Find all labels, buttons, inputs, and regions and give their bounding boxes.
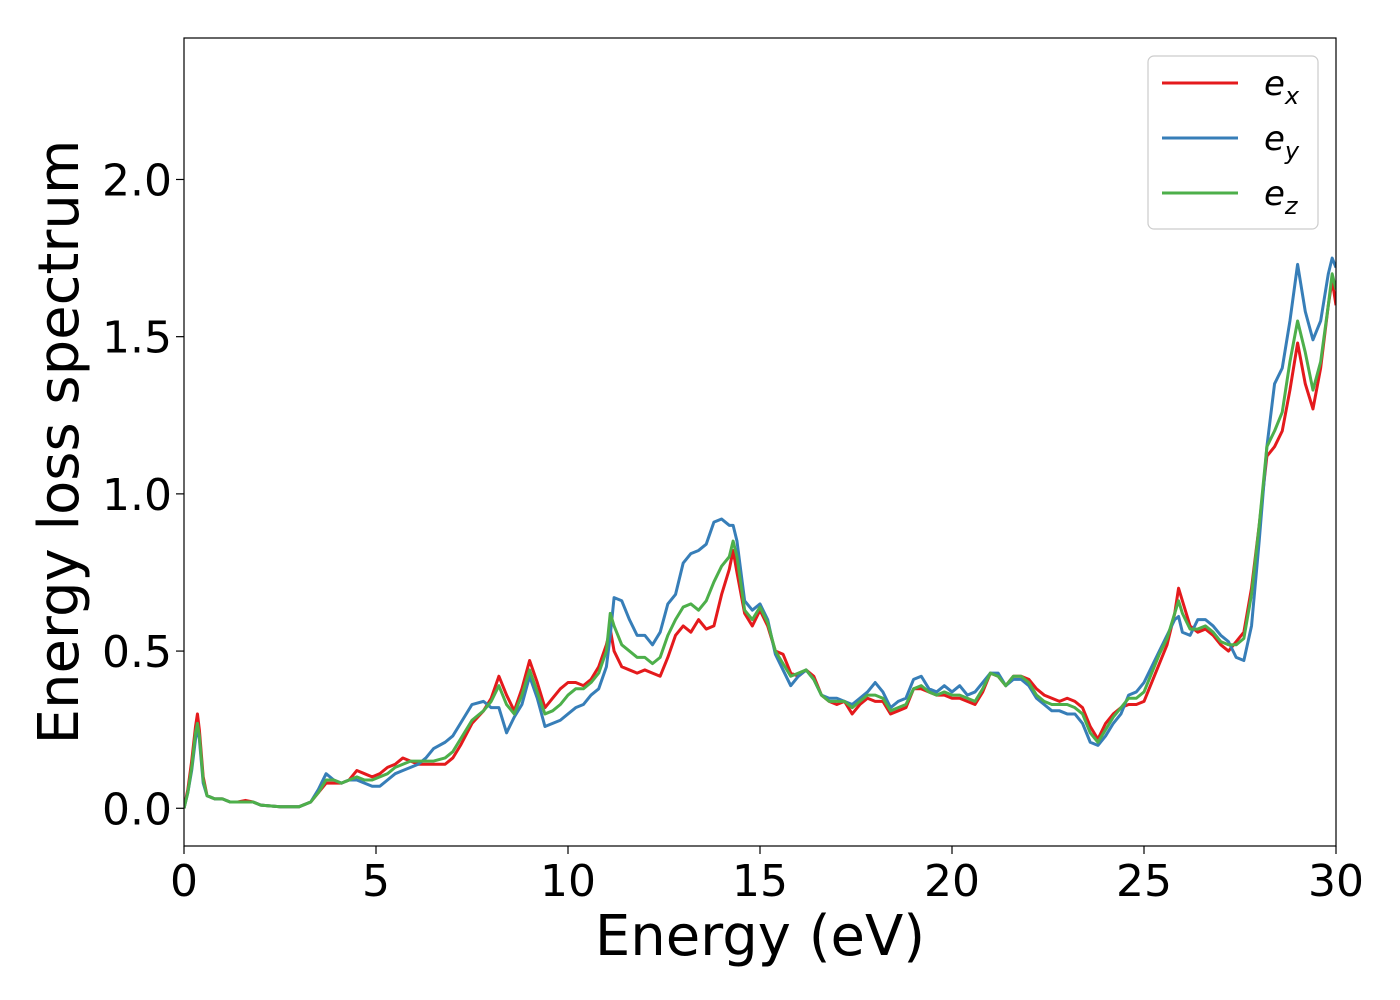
x-tick-label: 10 [540,856,596,907]
y-tick-label: 0.5 [102,627,172,678]
x-tick-label: 5 [362,856,390,907]
x-tick-label: 25 [1116,856,1172,907]
x-tick-label: 20 [924,856,980,907]
x-axis: 0 5 10 15 20 25 30 [170,846,1364,907]
legend-box [1147,55,1319,230]
series-line-x [184,278,1336,809]
y-tick-label: 0.0 [102,784,172,835]
y-axis-label: Energy loss spectrum [27,140,92,745]
x-tick-label: 15 [732,856,788,907]
x-axis-label: Energy (eV) [595,904,925,969]
y-tick-label: 1.0 [102,470,172,521]
y-axis: 0.0 0.5 1.0 1.5 2.0 [102,155,184,835]
plot-area [184,256,1336,809]
y-tick-label: 2.0 [102,155,172,206]
y-tick-label: 1.5 [102,313,172,364]
series-line-y [184,256,1336,809]
series-line-z [184,272,1336,809]
x-tick-label: 30 [1308,856,1364,907]
x-tick-label: 0 [170,856,198,907]
